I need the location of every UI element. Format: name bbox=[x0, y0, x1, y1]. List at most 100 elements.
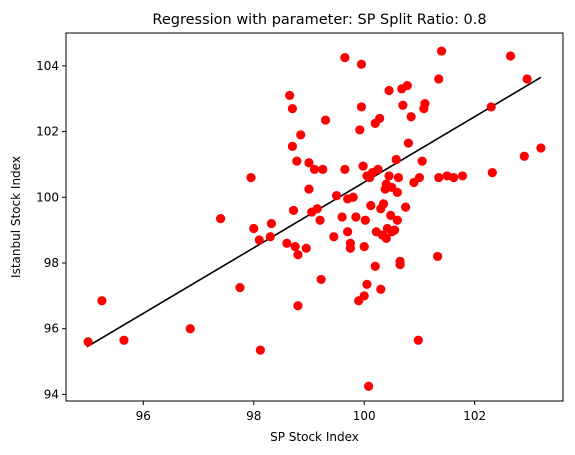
scatter-point bbox=[185, 324, 195, 334]
scatter-point bbox=[287, 141, 298, 151]
scatter-point bbox=[457, 171, 468, 181]
scatter-point bbox=[329, 232, 339, 242]
scatter-point bbox=[255, 345, 265, 355]
scatter-point bbox=[391, 154, 401, 165]
x-tick-label: 102 bbox=[463, 409, 486, 423]
scatter-point bbox=[293, 301, 303, 311]
y-tick-label: 94 bbox=[44, 387, 59, 401]
scatter-point bbox=[304, 158, 314, 168]
scatter-point bbox=[359, 291, 369, 301]
x-tick-label: 96 bbox=[136, 409, 151, 423]
plot-area bbox=[65, 32, 564, 402]
scatter-point bbox=[402, 80, 412, 91]
y-axis-ticks: 94 96 98 100 102 104 bbox=[36, 59, 66, 401]
scatter-point bbox=[290, 241, 300, 252]
scatter-point bbox=[384, 85, 394, 96]
chart-title: Regression with parameter: SP Split Rati… bbox=[152, 12, 486, 28]
scatter-point bbox=[436, 46, 447, 56]
scatter-point bbox=[356, 59, 367, 69]
scatter-point bbox=[360, 215, 370, 225]
scatter-point bbox=[406, 112, 416, 122]
scatter-point bbox=[292, 156, 302, 166]
scatter-point bbox=[288, 205, 299, 216]
x-axis-ticks: 96 98 100 102 bbox=[136, 401, 486, 423]
scatter-point bbox=[370, 261, 380, 271]
scatter-point bbox=[119, 335, 129, 345]
scatter-point bbox=[401, 202, 411, 212]
scatter-point bbox=[376, 284, 386, 294]
y-tick-label: 102 bbox=[36, 125, 59, 139]
scatter-point bbox=[356, 102, 367, 112]
scatter-point bbox=[378, 199, 389, 209]
scatter-point bbox=[351, 212, 361, 222]
scatter-point bbox=[373, 164, 383, 174]
scatter-point bbox=[364, 381, 374, 391]
x-tick-label: 98 bbox=[246, 409, 261, 423]
scatter-point bbox=[337, 212, 347, 222]
scatter-point bbox=[345, 238, 355, 248]
scatter-point bbox=[375, 113, 385, 124]
scatter-point bbox=[235, 283, 245, 293]
scatter-point bbox=[249, 223, 259, 234]
scatter-point bbox=[265, 232, 275, 242]
scatter-point bbox=[486, 102, 496, 112]
scatter-point bbox=[83, 337, 93, 347]
scatter-point bbox=[420, 99, 430, 109]
axes-frame bbox=[65, 32, 564, 402]
scatter-point bbox=[392, 215, 402, 225]
scatter-point bbox=[449, 172, 459, 183]
scatter-point bbox=[413, 335, 423, 345]
scatter-point bbox=[266, 218, 277, 229]
y-tick-label: 100 bbox=[36, 190, 59, 204]
scatter-point bbox=[392, 187, 402, 197]
scatter-point bbox=[246, 172, 256, 183]
scatter-point bbox=[282, 238, 292, 248]
scatter-point bbox=[505, 51, 516, 61]
points-layer bbox=[83, 46, 546, 391]
scatter-point bbox=[340, 53, 350, 63]
scatter-point bbox=[287, 103, 298, 114]
scatter-point bbox=[519, 151, 529, 161]
scatter-point bbox=[417, 156, 427, 166]
scatter-point bbox=[358, 161, 368, 171]
scatter-point bbox=[536, 143, 546, 153]
scatter-point bbox=[285, 90, 295, 101]
scatter-point bbox=[254, 235, 264, 245]
scatter-point bbox=[403, 138, 413, 148]
scatter-point bbox=[315, 215, 325, 225]
scatter-point bbox=[381, 233, 391, 243]
scatter-point bbox=[348, 192, 358, 202]
y-tick-label: 96 bbox=[44, 322, 59, 336]
y-tick-label: 98 bbox=[44, 256, 59, 270]
y-axis-label: Istanbul Stock Index bbox=[9, 156, 23, 278]
scatter-point bbox=[487, 168, 497, 178]
scatter-point bbox=[433, 251, 443, 262]
scatter-point bbox=[316, 274, 326, 285]
scatter-point bbox=[355, 125, 365, 135]
scatter-point bbox=[434, 74, 444, 84]
scatter-point bbox=[398, 100, 408, 110]
scatter-point bbox=[395, 260, 405, 270]
scatter-point bbox=[301, 243, 311, 253]
scatter-point bbox=[362, 279, 372, 289]
x-axis-label: SP Stock Index bbox=[270, 430, 359, 444]
scatter-point bbox=[97, 296, 107, 306]
scatter-point bbox=[309, 164, 320, 174]
scatter-point bbox=[296, 130, 306, 140]
scatter-point bbox=[522, 74, 532, 84]
scatter-point bbox=[434, 172, 444, 183]
scatter-point bbox=[312, 204, 322, 214]
scatter-point bbox=[331, 191, 342, 201]
scatter-point bbox=[320, 115, 331, 125]
scatter-point bbox=[293, 250, 303, 260]
scatter-point bbox=[318, 164, 328, 174]
scatter-point bbox=[216, 214, 226, 224]
scatter-point bbox=[343, 227, 353, 237]
x-tick-label: 100 bbox=[353, 409, 376, 423]
scatter-point bbox=[366, 200, 376, 211]
scatter-point bbox=[386, 210, 396, 220]
scatter-point bbox=[359, 241, 369, 252]
scatter-point bbox=[389, 225, 400, 235]
scatter-point bbox=[384, 171, 394, 181]
